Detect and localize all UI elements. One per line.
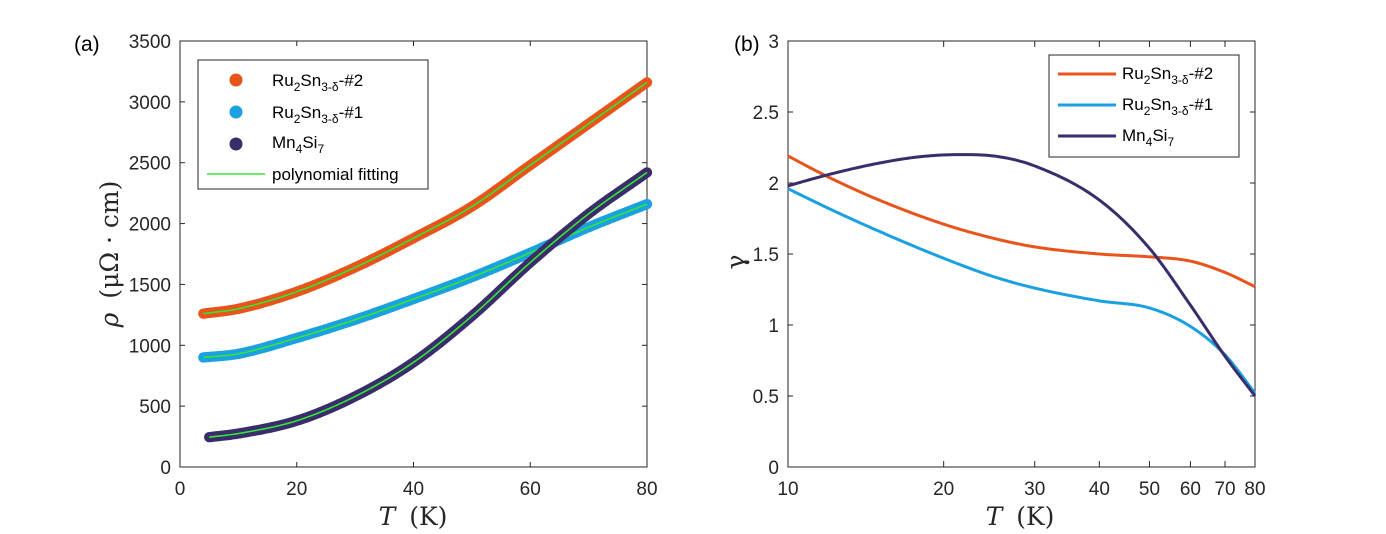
a-ytick-label-0: 0 <box>160 458 171 479</box>
legend-a-marker-2 <box>229 137 243 151</box>
b-xtick-label-7: 80 <box>1244 479 1265 500</box>
svg-text:ρ (μΩ · cm): ρ (μΩ · cm) <box>95 181 124 329</box>
a-fit-line-0 <box>203 81 648 315</box>
a-ytick-label-1: 500 <box>139 397 171 418</box>
panel-b-label: (b) <box>734 33 760 56</box>
a-xtick-label-2: 40 <box>403 479 424 500</box>
a-ytick-label-7: 3500 <box>129 32 171 53</box>
legend-b-label-1: Ru2Sn3-δ-#1 <box>1122 95 1213 118</box>
panel-a: (a) 0 20 40 60 80 0 500 1000 1500 2000 2500 3000 350… <box>74 32 658 531</box>
b-ytick-label-6: 3 <box>768 32 779 53</box>
panel-b-xlabel-symbol: T <box>986 502 1005 531</box>
legend-a-marker-1 <box>229 105 243 119</box>
legend-a-label-2: Mn4Si7 <box>272 133 324 156</box>
a-xtick-label-3: 60 <box>520 479 541 500</box>
b-ytick-label-1: 0.5 <box>753 387 779 408</box>
b-series-line-2 <box>787 153 1257 397</box>
panel-a-xlabel-symbol: T <box>379 502 398 531</box>
panel-b-xlabel-unit: (K) <box>1016 502 1054 531</box>
legend-b-label-2: Mn4Si7 <box>1122 126 1174 149</box>
b-ytick-label-2: 1 <box>768 316 779 337</box>
a-ytick-label-4: 2000 <box>129 215 171 236</box>
panel-a-ylabel: ρ (μΩ · cm) <box>95 181 124 329</box>
a-ytick-label-3: 1500 <box>129 275 171 296</box>
b-xtick-label-1: 20 <box>933 479 954 500</box>
b-xtick-label-5: 60 <box>1180 479 1201 500</box>
panel-b-legend: Ru2Sn3-δ-#2 Ru2Sn3-δ-#1 Mn4Si7 <box>1048 54 1240 158</box>
panel-b-xlabel: T (K) <box>986 502 1055 531</box>
a-ytick-label-6: 3000 <box>129 93 171 114</box>
a-fit-line-2 <box>209 171 648 438</box>
panel-a-xlabel-unit: (K) <box>409 502 447 531</box>
b-xtick-label-6: 70 <box>1214 479 1235 500</box>
b-xtick-label-2: 30 <box>1024 479 1045 500</box>
panel-b-data <box>787 153 1257 397</box>
b-ytick-label-0: 0 <box>768 458 779 479</box>
a-xtick-label-4: 80 <box>636 479 657 500</box>
b-ytick-label-3: 1.5 <box>753 245 779 266</box>
b-ytick-label-4: 2 <box>768 174 779 195</box>
b-xtick-label-3: 40 <box>1089 479 1110 500</box>
a-xtick-label-0: 0 <box>175 479 186 500</box>
panel-a-xlabel: T (K) <box>379 502 448 531</box>
a-fit-line-1 <box>203 203 648 359</box>
b-ytick-label-5: 2.5 <box>753 103 779 124</box>
legend-a-marker-0 <box>229 73 243 87</box>
b-xtick-label-0: 10 <box>777 479 798 500</box>
panel-a-data <box>198 77 653 443</box>
panel-a-ylabel-symbol: ρ <box>95 312 124 328</box>
panel-a-ylabel-unit: (μΩ · cm) <box>95 181 124 299</box>
legend-b-label-0: Ru2Sn3-δ-#2 <box>1122 64 1213 87</box>
b-series-line-1 <box>787 187 1257 395</box>
a-xtick-label-1: 20 <box>286 479 307 500</box>
b-series-line-0 <box>787 154 1256 289</box>
a-ytick-label-2: 1000 <box>129 336 171 357</box>
legend-a-label-1: Ru2Sn3-δ-#1 <box>272 103 363 126</box>
panel-a-ticks: 0 20 40 60 80 0 500 1000 1500 2000 2500 3000 3500 <box>129 32 658 500</box>
panel-b-ylabel: γ <box>721 255 750 270</box>
b-xtick-label-4: 50 <box>1139 479 1160 500</box>
panel-b: (b) 10 20 30 40 50 60 70 80 0 0.5 1 1.5 2 2.5 3 γ T (K… <box>721 32 1266 531</box>
panel-a-legend: Ru2Sn3-δ-#2 Ru2Sn3-δ-#1 Mn4Si7 polynomia… <box>197 59 429 190</box>
legend-a-label-0: Ru2Sn3-δ-#2 <box>272 71 363 94</box>
panel-a-label: (a) <box>74 33 100 56</box>
panel-b-ticks: 10 20 30 40 50 60 70 80 0 0.5 1 1.5 2 2.5 3 <box>753 32 1266 500</box>
a-ytick-label-5: 2500 <box>129 154 171 175</box>
legend-a-fit-label: polynomial fitting <box>272 165 399 184</box>
